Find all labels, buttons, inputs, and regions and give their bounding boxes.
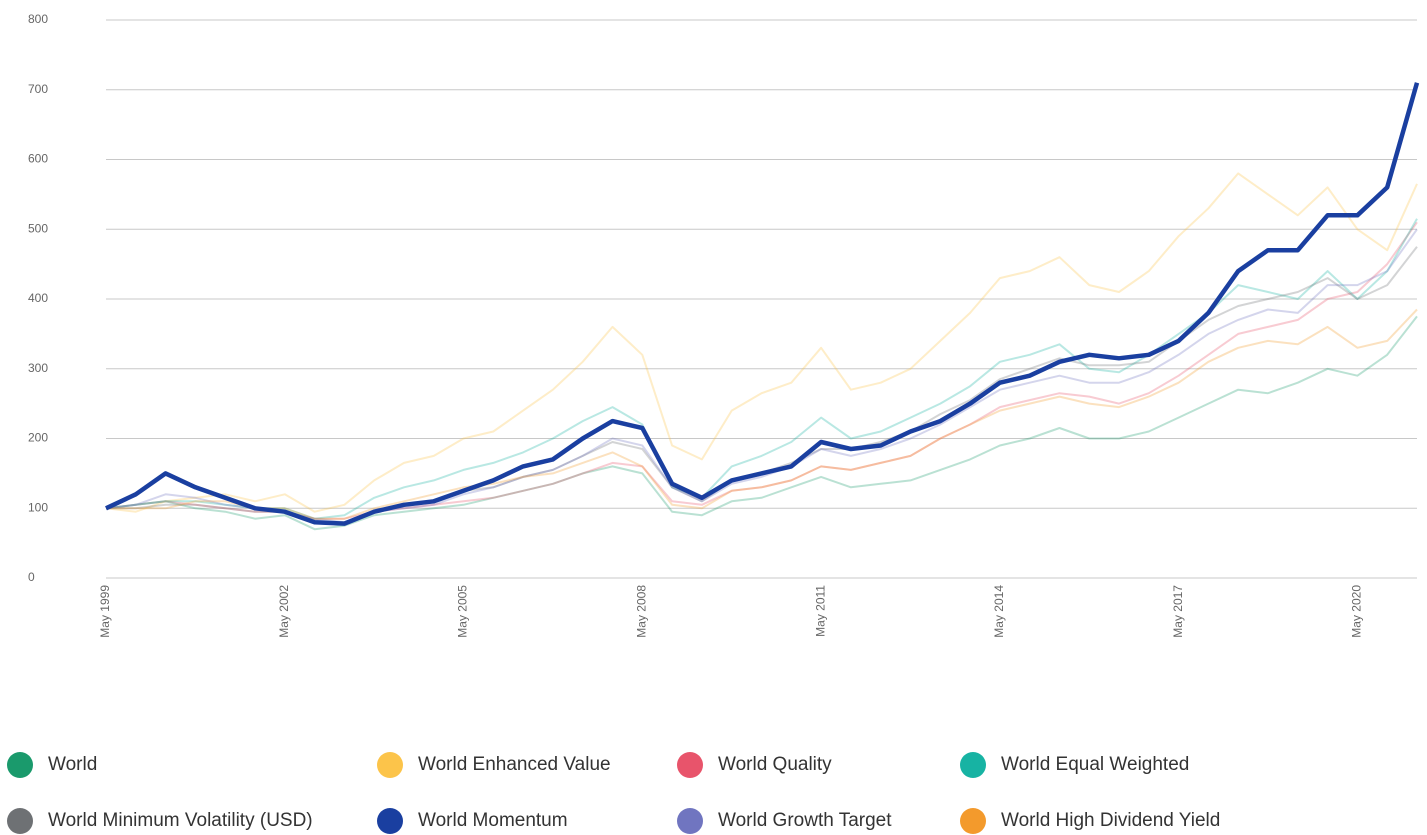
- x-tick-label: May 2014: [992, 585, 1006, 638]
- x-tick-label: May 1999: [98, 585, 112, 638]
- x-tick-label: May 2020: [1350, 585, 1364, 638]
- legend-label: World Quality: [718, 754, 832, 775]
- legend-label: World: [48, 754, 97, 775]
- legend-swatch: [7, 752, 33, 778]
- y-tick-label: 800: [28, 12, 48, 26]
- x-tick-label: May 2002: [277, 585, 291, 638]
- y-tick-label: 300: [28, 361, 48, 375]
- series-line: [105, 315, 1418, 531]
- legend-swatch: [677, 752, 703, 778]
- legend-swatch: [677, 808, 703, 834]
- y-tick-label: 600: [28, 152, 48, 166]
- legend-label: World Minimum Volatility (USD): [48, 810, 313, 831]
- series-line: [105, 172, 1418, 513]
- y-tick-label: 400: [28, 291, 48, 305]
- series-line: [106, 308, 1418, 520]
- legend-swatch: [7, 808, 33, 834]
- series-line: [106, 246, 1418, 524]
- legend-swatch: [960, 808, 986, 834]
- series-line: [105, 82, 1420, 526]
- legend-label: World Growth Target: [718, 810, 892, 831]
- legend-label: World High Dividend Yield: [1001, 810, 1220, 831]
- legend-label: World Enhanced Value: [418, 754, 611, 775]
- legend-label: World Momentum: [418, 810, 568, 831]
- x-tick-label: May 2005: [456, 585, 470, 638]
- y-tick-label: 0: [28, 570, 35, 584]
- legend-swatch: [960, 752, 986, 778]
- series-line: [105, 221, 1418, 520]
- x-tick-label: May 2017: [1171, 585, 1185, 638]
- legend-swatch: [377, 752, 403, 778]
- y-tick-label: 700: [28, 82, 48, 96]
- x-tick-label: May 2011: [813, 585, 827, 637]
- y-tick-label: 500: [28, 221, 48, 235]
- legend-swatch: [377, 808, 403, 834]
- x-tick-label: May 2008: [634, 585, 648, 638]
- series-line: [105, 228, 1418, 524]
- y-tick-label: 200: [28, 431, 48, 445]
- legend-label: World Equal Weighted: [1001, 754, 1189, 775]
- y-tick-label: 100: [28, 500, 48, 514]
